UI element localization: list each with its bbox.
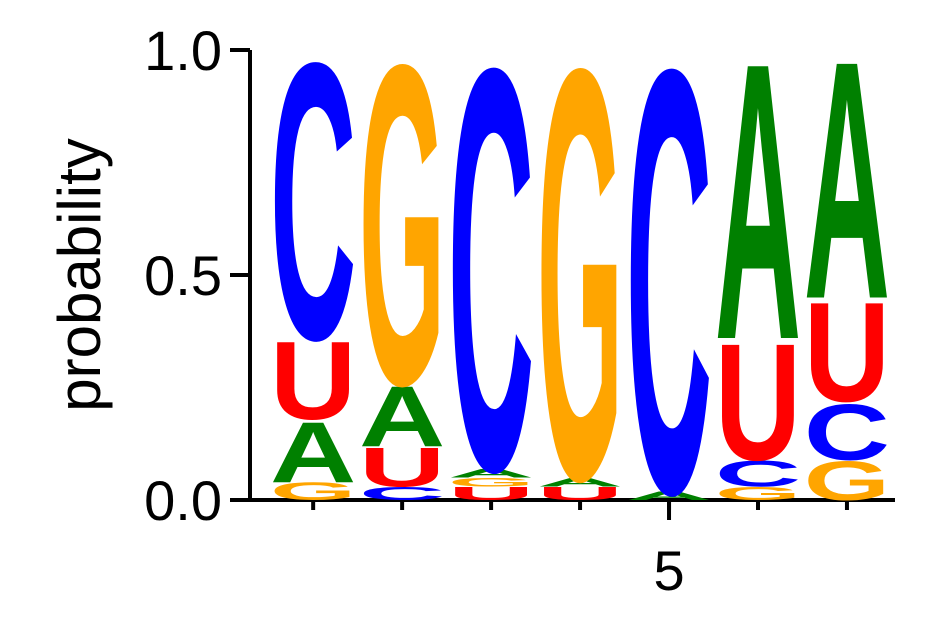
logo-letter: G bbox=[270, 478, 356, 505]
logo-letter: A bbox=[537, 476, 623, 490]
logo-letter: G bbox=[804, 451, 890, 513]
y-tick-label: 0.5 bbox=[144, 244, 222, 307]
logo-letter: G bbox=[359, 0, 445, 481]
logo-letter: A bbox=[626, 489, 712, 503]
logo-letter: G bbox=[715, 484, 801, 505]
logo-letter: A bbox=[270, 403, 356, 500]
logo-letter: U bbox=[448, 484, 534, 505]
logo-letter: C bbox=[448, 0, 534, 591]
y-tick-label: 0.0 bbox=[144, 469, 222, 532]
logo-letter: U bbox=[359, 437, 445, 499]
logo-letter: G bbox=[537, 0, 623, 603]
logo-letter: C bbox=[715, 453, 801, 494]
logo-letter: C bbox=[270, 0, 356, 423]
logo-letter: G bbox=[448, 476, 534, 490]
logo-letter: U bbox=[270, 319, 356, 443]
logo-letter: U bbox=[537, 484, 623, 505]
logo-letter: A bbox=[359, 367, 445, 464]
x-tick-label: 5 bbox=[653, 539, 684, 602]
logo-letter: A bbox=[448, 467, 534, 481]
logo-letter: C bbox=[626, 0, 712, 617]
logo-letter: C bbox=[359, 484, 445, 505]
logo-letter: C bbox=[804, 388, 890, 477]
logo-letter: U bbox=[804, 274, 890, 432]
y-axis-title: probability bbox=[46, 138, 113, 412]
logo-letter: A bbox=[804, 0, 890, 371]
y-tick-label: 1.0 bbox=[144, 19, 222, 82]
logo-letter: U bbox=[715, 310, 801, 496]
logo-letter: A bbox=[715, 0, 801, 423]
